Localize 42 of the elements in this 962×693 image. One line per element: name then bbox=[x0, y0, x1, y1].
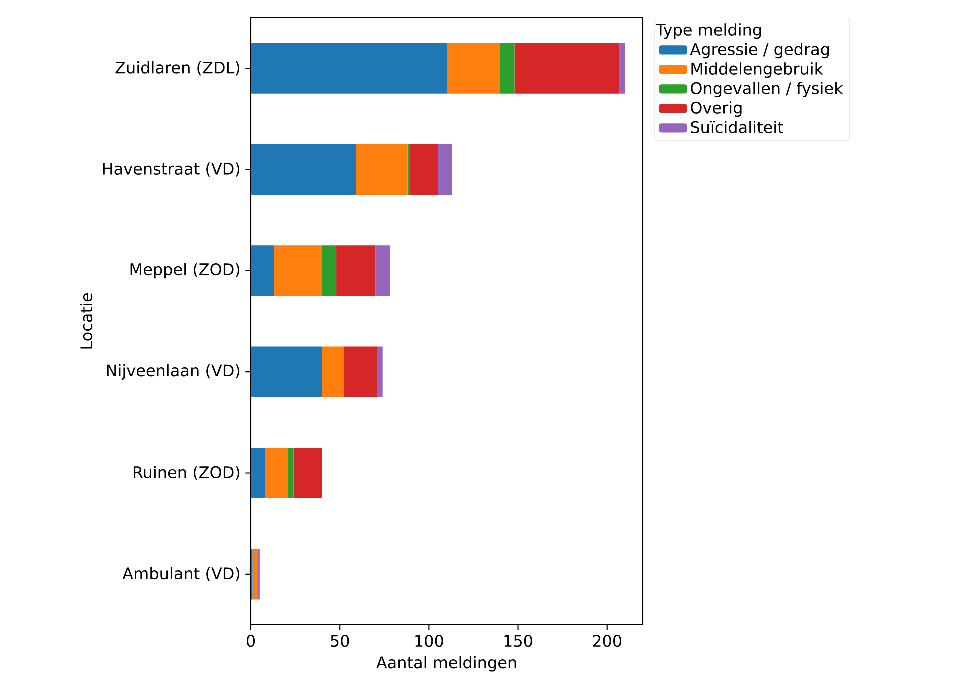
bar bbox=[500, 43, 515, 94]
bar bbox=[447, 43, 500, 94]
x-tick-label: 200 bbox=[593, 635, 622, 648]
bar bbox=[251, 246, 274, 296]
y-tick-label: Meppel (ZOD) bbox=[130, 263, 240, 279]
x-tick-label: 100 bbox=[416, 635, 444, 648]
x-tick-label: 150 bbox=[504, 635, 532, 648]
bar bbox=[252, 549, 258, 600]
y-tick-label: Zuidlaren (ZDL) bbox=[116, 61, 240, 76]
bar bbox=[344, 346, 378, 398]
bar bbox=[251, 43, 448, 94]
bar bbox=[322, 346, 344, 398]
y-tick-label: Havenstraat (VD) bbox=[103, 162, 240, 177]
legend-label: Ongevallen / fysiek bbox=[691, 82, 844, 98]
bar bbox=[376, 246, 390, 296]
bar bbox=[620, 43, 626, 94]
bar bbox=[288, 448, 294, 499]
y-tick-label: Ambulant (VD) bbox=[122, 567, 240, 582]
bar bbox=[265, 448, 288, 499]
bar bbox=[251, 448, 266, 499]
x-axis-title: Aantal meldingen bbox=[376, 656, 516, 672]
y-tick-label: Ruinen (ZOD) bbox=[134, 466, 240, 480]
bar bbox=[251, 144, 356, 196]
legend-label: Agressie / gedrag bbox=[690, 43, 830, 59]
x-tick-label: 50 bbox=[331, 635, 350, 648]
legend-label: Overig bbox=[691, 102, 742, 118]
bar bbox=[410, 144, 438, 196]
bar bbox=[294, 448, 322, 499]
legend-label: Middelengebruik bbox=[692, 62, 824, 78]
bar bbox=[251, 346, 322, 398]
legend-label: Suïcidaliteit bbox=[691, 121, 784, 134]
bar bbox=[514, 43, 620, 94]
legend-title: Type melding bbox=[656, 24, 762, 40]
y-tick-label: Nijveenlaan (VD) bbox=[107, 364, 240, 380]
y-axis-title: Locatie bbox=[80, 294, 93, 349]
bar bbox=[356, 144, 408, 196]
bar bbox=[336, 246, 376, 296]
bar bbox=[322, 246, 337, 296]
bar bbox=[438, 144, 452, 196]
bar bbox=[274, 246, 322, 296]
x-tick-label: 0 bbox=[246, 635, 256, 648]
bar bbox=[378, 346, 383, 398]
